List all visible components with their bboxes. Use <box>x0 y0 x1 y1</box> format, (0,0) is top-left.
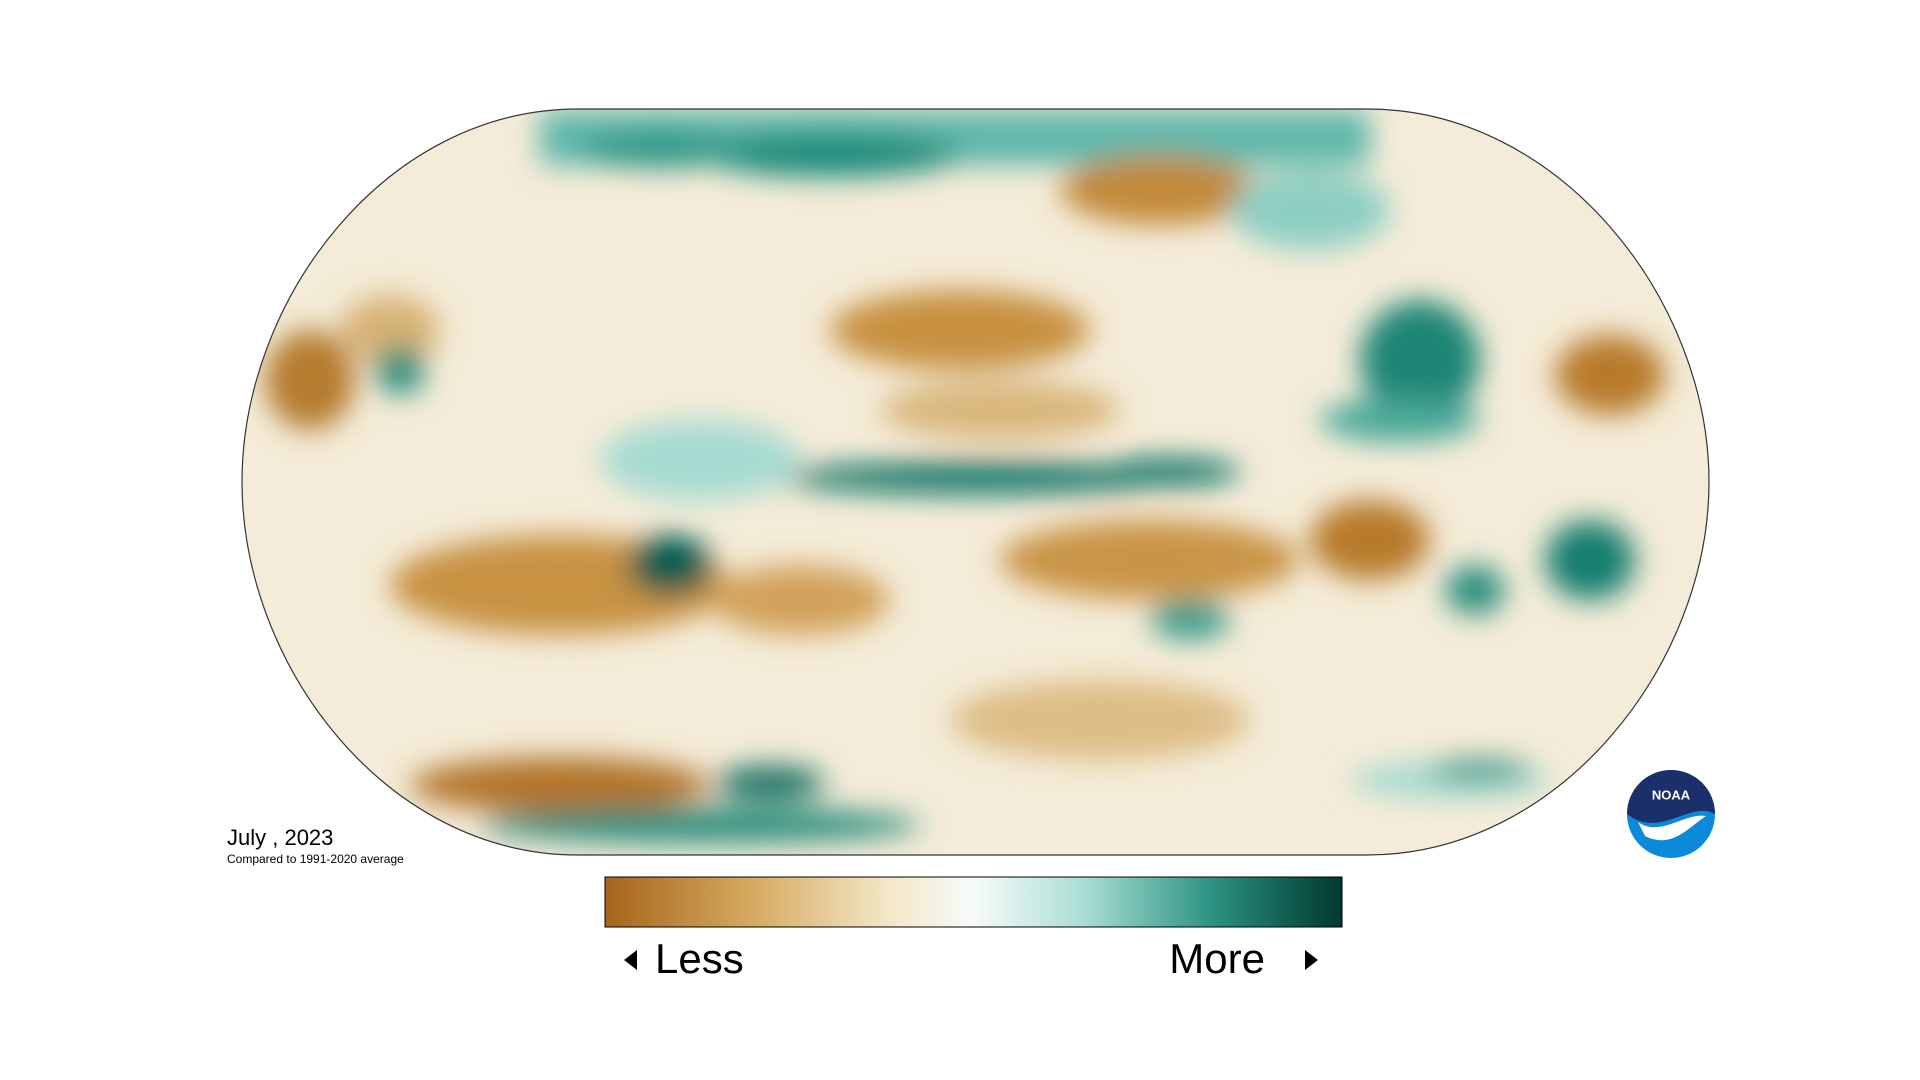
teal-patch <box>600 420 800 500</box>
teal-patch <box>1445 565 1505 615</box>
teal-patch <box>715 766 825 800</box>
brown-patch <box>710 565 890 635</box>
noaa-logo: NOAA <box>1627 770 1715 858</box>
less-arrow <box>624 950 637 970</box>
teal-patch <box>580 132 740 168</box>
brown-patch <box>1000 520 1300 600</box>
legend-high-label: More <box>1169 935 1265 982</box>
teal-patch <box>1545 520 1635 600</box>
teal-patch <box>1150 600 1230 640</box>
teal-patch <box>780 462 1180 494</box>
logo-bird <box>1638 815 1706 841</box>
more-arrow <box>1305 950 1318 970</box>
teal-patch <box>375 345 425 395</box>
teal-patch <box>1230 170 1390 250</box>
teal-patch <box>700 133 960 177</box>
teal-patch <box>480 807 920 843</box>
teal-patch <box>1320 398 1480 442</box>
color-scale <box>604 876 1343 928</box>
anomaly-field <box>242 109 1709 855</box>
map-outline <box>241 108 1710 856</box>
teal-patch <box>1100 458 1240 486</box>
brown-patch <box>1555 335 1665 415</box>
baseline-note: Compared to 1991-2020 average <box>227 852 404 866</box>
brown-patch <box>410 757 710 813</box>
teal-patch <box>1430 760 1530 780</box>
teal-patch <box>1360 300 1480 420</box>
brown-patch <box>340 295 440 365</box>
anomaly-patches <box>265 110 1665 843</box>
brown-patch <box>830 290 1090 370</box>
logo-top <box>1627 770 1715 824</box>
brown-patch <box>265 330 355 430</box>
brown-patch <box>950 680 1250 760</box>
brown-patch <box>1060 155 1260 225</box>
brown-patch <box>1310 500 1430 580</box>
logo-text: NOAA <box>1652 787 1691 802</box>
legend-low-label: Less <box>655 935 744 982</box>
teal-patch <box>628 535 712 595</box>
map-date: July , 2023 <box>227 825 333 850</box>
brown-patch <box>880 380 1120 440</box>
